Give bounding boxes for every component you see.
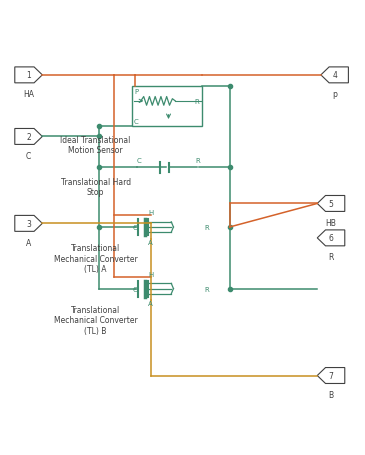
Text: P: P — [135, 88, 139, 94]
Text: 4: 4 — [332, 71, 337, 80]
Text: R: R — [196, 157, 201, 163]
Text: R: R — [328, 253, 334, 262]
Text: C: C — [136, 157, 141, 163]
Text: 3: 3 — [26, 219, 31, 228]
Text: HA: HA — [23, 90, 34, 99]
Text: A: A — [148, 300, 153, 307]
Text: Translational Hard
Stop: Translational Hard Stop — [61, 177, 131, 197]
Text: C: C — [132, 224, 137, 231]
Text: A: A — [26, 238, 31, 248]
Text: p: p — [332, 90, 337, 99]
Text: C: C — [132, 286, 137, 292]
Text: 7: 7 — [328, 371, 334, 380]
Text: R: R — [204, 224, 209, 231]
Text: C: C — [26, 152, 31, 161]
Text: 1: 1 — [26, 71, 31, 80]
Text: A: A — [148, 239, 153, 245]
Text: 2: 2 — [26, 133, 31, 142]
Text: Ideal Translational
Motion Sensor: Ideal Translational Motion Sensor — [60, 135, 131, 155]
Text: Translational
Mechanical Converter
(TL) A: Translational Mechanical Converter (TL) … — [54, 244, 138, 273]
Text: R: R — [204, 286, 209, 292]
Text: H: H — [148, 210, 153, 216]
Text: B: B — [328, 390, 334, 399]
Text: 6: 6 — [328, 234, 334, 243]
Text: Translational
Mechanical Converter
(TL) B: Translational Mechanical Converter (TL) … — [54, 305, 138, 335]
Text: HB: HB — [326, 218, 337, 228]
Text: H: H — [148, 271, 153, 278]
FancyBboxPatch shape — [132, 86, 203, 126]
Text: 5: 5 — [328, 199, 334, 208]
Text: C: C — [134, 118, 138, 125]
Text: R: R — [195, 99, 200, 105]
